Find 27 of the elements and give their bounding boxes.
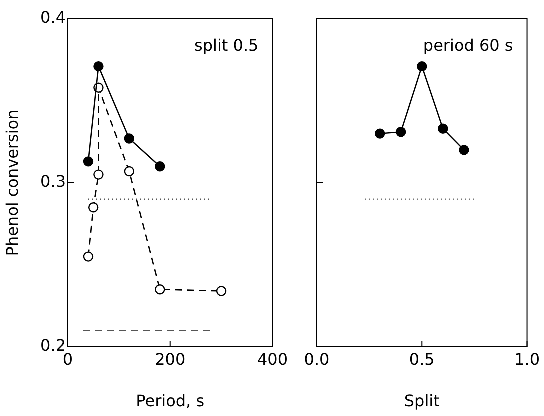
y-tick-label: 0.4 — [40, 8, 66, 28]
x-axis-title: Period, s — [136, 392, 205, 411]
point — [124, 166, 135, 177]
point — [216, 286, 227, 296]
point — [124, 134, 135, 144]
point — [374, 128, 386, 139]
point — [88, 202, 99, 213]
point — [459, 145, 470, 156]
point — [417, 61, 428, 72]
point — [155, 284, 166, 295]
x-tick-label: 0.0 — [304, 350, 330, 369]
annotation: period 60 s — [423, 36, 514, 56]
x-tick-label: 0.5 — [409, 350, 435, 369]
point — [438, 124, 448, 134]
point — [83, 156, 94, 167]
point — [396, 127, 406, 138]
x-tick-label: 1.0 — [514, 350, 540, 369]
y-tick-label: 0.3 — [40, 172, 66, 192]
x-tick-label: 400 — [257, 350, 288, 369]
point — [94, 170, 104, 180]
point — [94, 61, 104, 72]
y-axis-title: Phenol conversion — [2, 110, 22, 256]
x-tick-label: 200 — [155, 350, 186, 369]
point — [83, 252, 94, 262]
x-axis-title: Split — [404, 392, 440, 411]
annotation: split 0.5 — [194, 36, 259, 56]
point — [155, 162, 166, 172]
